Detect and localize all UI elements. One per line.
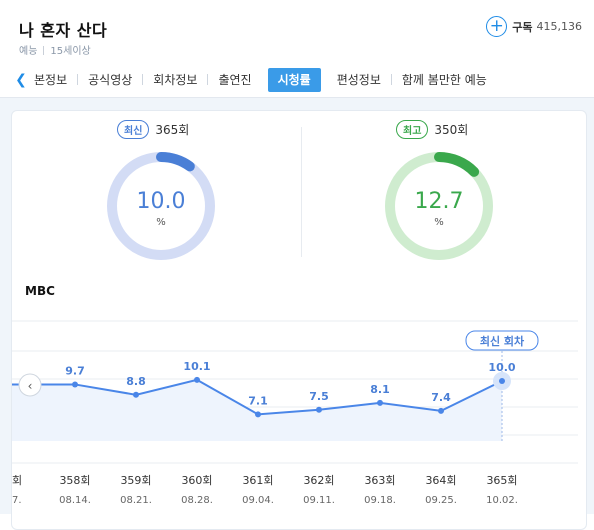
chart-area-fill	[12, 380, 502, 441]
data-label: 8.8	[126, 375, 146, 388]
latest-badge: 최신	[117, 120, 149, 139]
x-tick-episode: 361회	[242, 474, 273, 487]
ratings-panel: 최신 365회 10.0 % 최고 350회 12.7 % MBC 9.7 8.8 10…	[0, 98, 594, 514]
subscribe-label[interactable]: 구독	[512, 19, 532, 35]
x-tick-episode: 358회	[59, 474, 90, 487]
genre-label: 예능	[19, 46, 37, 57]
data-point	[499, 378, 505, 384]
x-tick-date: 09.04.	[242, 495, 274, 506]
tab-schedule[interactable]: 편성정보	[327, 68, 391, 92]
best-rating-header: 최고 350회	[396, 119, 546, 139]
best-rating-gauge: 12.7 %	[384, 151, 494, 261]
program-header: 나 혼자 산다 예능 15세이상 + 구독 415,136	[0, 0, 594, 62]
meta-divider	[43, 46, 44, 55]
program-meta: 예능 15세이상	[19, 42, 91, 57]
x-tick-episode: 360회	[181, 474, 212, 487]
stats-divider	[301, 127, 302, 257]
x-tick-episode: 회	[12, 474, 22, 487]
data-point	[194, 377, 200, 383]
program-title: 나 혼자 산다	[19, 17, 107, 41]
latest-rating-unit: %	[106, 217, 216, 228]
tab-info[interactable]: 본정보	[32, 68, 77, 92]
latest-episode: 365회	[155, 123, 189, 137]
latest-rating-header: 최신 365회	[117, 119, 267, 139]
x-tick-episode: 365회	[486, 474, 517, 487]
x-tick-date: 7.	[12, 495, 22, 506]
tab-ratings[interactable]: 시청률	[268, 68, 321, 92]
best-badge: 최고	[396, 120, 428, 139]
data-point	[133, 392, 139, 398]
ratings-card: 최신 365회 10.0 % 최고 350회 12.7 % MBC 9.7 8.8 10…	[11, 110, 587, 530]
best-episode: 350회	[434, 123, 468, 137]
data-point	[72, 381, 78, 387]
age-rating: 15세이상	[50, 46, 90, 57]
ratings-line-chart: 9.7 8.8 10.1 7.1 7.5 8.1 7.4 10.0 최신 회차 ‹ 회 7. 358회 0…	[12, 301, 588, 511]
best-rating-value: 12.7	[384, 189, 494, 214]
tab-official-videos[interactable]: 공식영상	[78, 68, 142, 92]
tab-related[interactable]: 함께 봄만한 예능	[392, 68, 497, 92]
data-point	[438, 408, 444, 414]
x-tick-date: 08.14.	[59, 495, 91, 506]
data-point	[255, 411, 261, 417]
x-tick-date: 08.28.	[181, 495, 213, 506]
data-label: 8.1	[370, 383, 390, 396]
x-tick-episode: 363회	[364, 474, 395, 487]
tab-cast[interactable]: 출연진	[208, 68, 261, 92]
subscribe-plus-icon[interactable]: +	[486, 16, 507, 37]
x-tick-date: 09.25.	[425, 495, 457, 506]
tab-episodes[interactable]: 회차정보	[143, 68, 207, 92]
data-label: 7.1	[248, 394, 268, 407]
x-tick-episode: 359회	[120, 474, 151, 487]
chevron-left-icon: ‹	[28, 379, 33, 393]
x-tick-date: 09.18.	[364, 495, 396, 506]
broadcaster-label: MBC	[25, 284, 55, 298]
data-label: 7.5	[309, 390, 329, 403]
data-label: 10.1	[183, 360, 210, 373]
latest-rating-gauge: 10.0 %	[106, 151, 216, 261]
x-tick-episode: 364회	[425, 474, 456, 487]
data-label: 9.7	[65, 364, 85, 377]
x-tick-date: 10.02.	[486, 495, 518, 506]
x-tick-episode: 362회	[303, 474, 334, 487]
latest-rating-value: 10.0	[106, 189, 216, 214]
data-label: 10.0	[488, 361, 515, 374]
best-rating-unit: %	[384, 217, 494, 228]
data-point	[316, 407, 322, 413]
subscriber-count: 415,136	[537, 20, 583, 33]
tab-bar: ❮ 본정보 공식영상 회차정보 출연진 시청률 편성정보 함께 봄만한 예능	[0, 62, 594, 98]
subscribe-area[interactable]: + 구독 415,136	[486, 16, 582, 37]
x-tick-date: 09.11.	[303, 495, 335, 506]
x-tick-date: 08.21.	[120, 495, 152, 506]
latest-episode-tag-label: 최신 회차	[480, 334, 525, 348]
data-label: 7.4	[431, 391, 451, 404]
tabs-prev-icon[interactable]: ❮	[10, 72, 32, 88]
data-point	[377, 400, 383, 406]
